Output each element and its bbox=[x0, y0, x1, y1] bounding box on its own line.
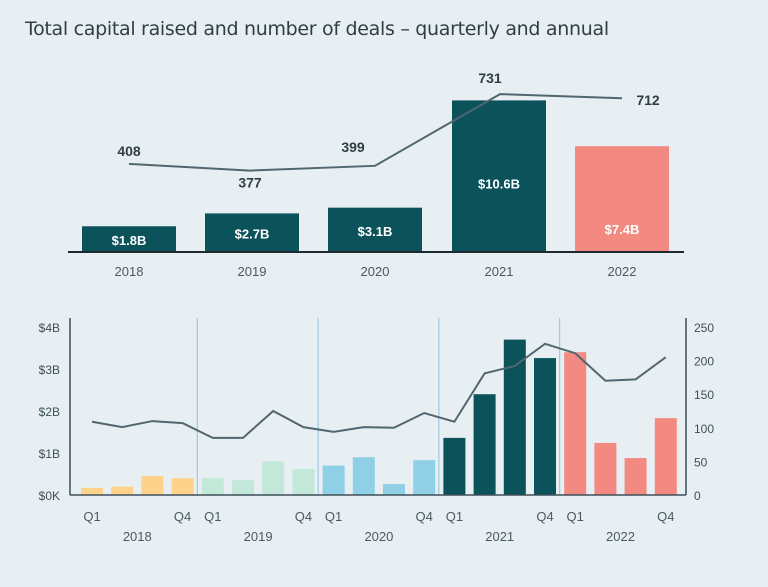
annual-deals-label: 408 bbox=[117, 143, 141, 159]
left-y-tick: $4B bbox=[39, 321, 60, 335]
year-label: 2022 bbox=[606, 529, 635, 544]
right-y-tick: 150 bbox=[694, 388, 714, 402]
quarter-tick-q1: Q1 bbox=[204, 509, 221, 524]
annual-deals-label: 712 bbox=[636, 92, 660, 108]
annual-bar-label: $1.8B bbox=[112, 233, 147, 248]
chart-title: Total capital raised and number of deals… bbox=[25, 18, 609, 40]
quarter-bar-2019-q3 bbox=[262, 461, 285, 495]
quarter-bar-2022-q2 bbox=[594, 442, 617, 495]
quarter-bar-2020-q3 bbox=[383, 484, 405, 495]
annual-bar-2019 bbox=[205, 213, 299, 252]
quarter-tick-q4: Q4 bbox=[416, 509, 433, 524]
quarter-bar-2020-q2 bbox=[352, 457, 375, 495]
right-y-tick: 0 bbox=[694, 489, 701, 503]
left-y-tick: $2B bbox=[39, 405, 60, 419]
quarter-bar-2020-q4 bbox=[413, 460, 436, 495]
year-label: 2018 bbox=[123, 529, 152, 544]
annual-bar-2022 bbox=[575, 146, 669, 252]
annual-x-tick: 2018 bbox=[115, 264, 144, 279]
annual-bar-2020 bbox=[328, 207, 422, 252]
annual-x-tick: 2021 bbox=[485, 264, 514, 279]
annual-deals-label: 399 bbox=[341, 139, 365, 155]
quarter-bar-2022-q1 bbox=[564, 352, 587, 495]
quarter-tick-q4: Q4 bbox=[657, 509, 674, 524]
annual-x-tick: 2022 bbox=[608, 264, 637, 279]
annual-deals-line bbox=[128, 93, 623, 172]
quarter-bar-2019-q1 bbox=[201, 478, 224, 495]
year-label: 2020 bbox=[364, 529, 393, 544]
quarter-bar-2018-q2 bbox=[111, 486, 134, 495]
annual-bar-label: $2.7B bbox=[235, 227, 270, 242]
quarter-bar-2018-q1 bbox=[81, 487, 103, 495]
left-y-tick: $1B bbox=[39, 447, 60, 461]
right-y-tick: 50 bbox=[694, 455, 708, 469]
annual-bar-2018 bbox=[82, 226, 176, 252]
quarter-tick-q4: Q4 bbox=[174, 509, 191, 524]
quarter-tick-q1: Q1 bbox=[325, 509, 342, 524]
quarter-bar-2022-q4 bbox=[654, 418, 677, 495]
quarter-bar-2020-q1 bbox=[322, 465, 345, 495]
quarter-bar-2019-q4 bbox=[292, 468, 315, 495]
annual-bar-label: $3.1B bbox=[358, 224, 393, 239]
annual-deals-label: 731 bbox=[478, 70, 502, 86]
annual-bar-label: $7.4B bbox=[605, 222, 640, 237]
quarter-bar-2021-q4 bbox=[534, 358, 556, 495]
quarter-bar-2021-q1 bbox=[443, 437, 466, 495]
quarter-bar-2019-q2 bbox=[232, 479, 254, 495]
annual-deals-label: 377 bbox=[238, 175, 262, 191]
right-y-tick: 250 bbox=[694, 321, 714, 335]
right-y-tick: 200 bbox=[694, 355, 714, 369]
quarter-tick-q4: Q4 bbox=[295, 509, 312, 524]
annual-x-tick: 2020 bbox=[361, 264, 390, 279]
quarter-tick-q1: Q1 bbox=[446, 509, 463, 524]
year-label: 2021 bbox=[485, 529, 514, 544]
quarter-tick-q1: Q1 bbox=[83, 509, 100, 524]
annual-bar-2021 bbox=[452, 100, 546, 252]
annual-x-tick: 2019 bbox=[238, 264, 267, 279]
quarterly-deals-line bbox=[91, 342, 667, 439]
year-label: 2019 bbox=[244, 529, 273, 544]
quarter-bar-2021-q3 bbox=[503, 339, 526, 495]
annual-bar-label: $10.6B bbox=[478, 176, 520, 191]
quarter-tick-q1: Q1 bbox=[567, 509, 584, 524]
quarter-bar-2018-q4 bbox=[171, 478, 194, 495]
quarter-bar-2022-q3 bbox=[624, 458, 647, 495]
quarter-bar-2021-q2 bbox=[473, 394, 496, 495]
left-y-tick: $0K bbox=[39, 489, 60, 503]
right-y-tick: 100 bbox=[694, 422, 714, 436]
quarter-bar-2018-q3 bbox=[141, 476, 164, 495]
left-y-tick: $3B bbox=[39, 363, 60, 377]
quarter-tick-q4: Q4 bbox=[536, 509, 553, 524]
